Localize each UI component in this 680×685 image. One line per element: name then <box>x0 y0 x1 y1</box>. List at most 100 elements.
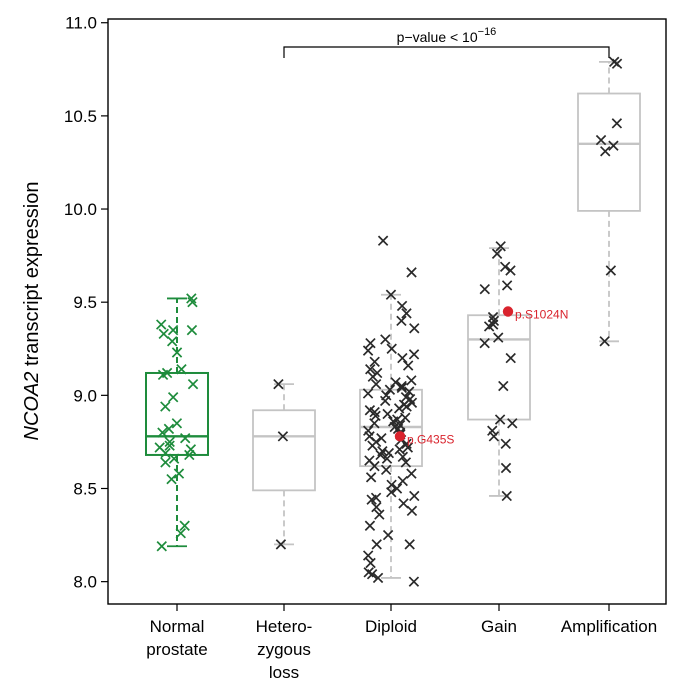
data-point <box>505 352 516 364</box>
x-tick-label: Gain <box>481 617 517 636</box>
box-iqr <box>467 314 531 421</box>
data-point <box>479 283 490 295</box>
data-point <box>157 427 168 438</box>
data-point <box>599 336 610 347</box>
data-point <box>160 401 171 412</box>
data-point <box>369 406 380 418</box>
data-point <box>367 440 378 451</box>
data-point <box>394 444 405 455</box>
data-point <box>397 475 408 487</box>
data-point <box>184 449 195 461</box>
x-tick-label-line: Diploid <box>365 617 417 636</box>
y-tick-label: 10.0 <box>64 200 97 219</box>
data-point <box>179 520 190 531</box>
x-tick-label: Amplification <box>561 617 657 636</box>
data-point <box>401 308 412 319</box>
x-axis: Normal prostate Hetero-zygous loss Diploid Ga… <box>146 604 657 682</box>
data-point <box>366 494 377 505</box>
data-point <box>595 134 607 146</box>
data-point <box>500 438 511 449</box>
data-point <box>600 146 611 157</box>
box-iqr <box>145 371 209 456</box>
data-point <box>277 431 289 442</box>
plot-frame <box>107 18 667 605</box>
data-point <box>611 58 623 69</box>
data-point <box>385 289 397 300</box>
data-point <box>371 501 382 513</box>
data-point <box>396 382 408 394</box>
x-tick-label: Diploid <box>365 617 417 636</box>
box-group: p.S1024N <box>467 241 568 502</box>
x-tick-label-line: Normal <box>150 617 205 636</box>
data-point <box>608 140 619 151</box>
data-point <box>381 453 393 464</box>
data-point <box>408 576 420 587</box>
data-point <box>398 498 409 509</box>
y-axis-label-gene: NCOA2 <box>21 372 43 441</box>
data-point <box>404 539 415 550</box>
data-point <box>479 337 490 349</box>
data-point <box>397 352 408 364</box>
data-point <box>365 472 377 483</box>
significance-text-exponent: −16 <box>478 26 497 38</box>
data-point <box>483 321 495 332</box>
y-axis-label-rest: transcript expression <box>21 182 43 372</box>
data-point <box>401 401 412 412</box>
data-point <box>493 332 504 343</box>
y-tick-label: 9.0 <box>73 386 97 405</box>
data-point <box>369 460 380 472</box>
x-tick-label: Normal prostate <box>146 617 207 659</box>
x-tick-label-line: prostate <box>146 640 207 659</box>
data-point <box>393 403 405 414</box>
mutation-label: p.S1024N <box>515 308 568 322</box>
x-tick-label-line: Amplification <box>561 617 657 636</box>
data-point <box>495 241 506 252</box>
data-point <box>400 457 412 468</box>
y-tick-label: 8.0 <box>73 573 97 592</box>
data-point <box>374 509 385 520</box>
data-point <box>409 323 420 334</box>
data-point <box>501 280 513 291</box>
data-point <box>171 418 183 429</box>
data-point <box>168 453 180 464</box>
data-point <box>365 364 376 375</box>
y-axis-label: NCOA2 transcript expression <box>21 182 43 441</box>
data-point <box>156 319 167 330</box>
data-point <box>386 487 397 498</box>
data-point <box>376 432 387 444</box>
data-point <box>163 423 175 435</box>
data-point <box>369 418 380 429</box>
data-point <box>501 490 512 502</box>
box-iqr <box>577 92 641 212</box>
data-point <box>273 378 284 390</box>
data-point <box>396 380 407 392</box>
data-point <box>367 371 379 382</box>
data-point <box>380 334 391 345</box>
data-point <box>187 296 198 308</box>
data-point <box>494 414 506 425</box>
data-point <box>160 457 171 468</box>
data-point <box>176 364 187 375</box>
data-point <box>365 557 376 569</box>
data-point <box>406 468 417 479</box>
data-point <box>365 337 376 349</box>
data-point <box>406 267 417 278</box>
x-tick-label-line: zygous <box>257 640 311 659</box>
x-tick-label-line: loss <box>269 663 299 682</box>
data-point <box>167 391 179 403</box>
box-group <box>252 378 316 550</box>
data-point <box>364 520 376 531</box>
significance-text-main: p−value < 10 <box>397 29 478 45</box>
data-point <box>186 293 197 304</box>
box-groups: p.G435S p.S1024N <box>145 56 641 587</box>
data-point <box>166 473 177 485</box>
box-group: p.G435S <box>359 235 454 587</box>
data-point <box>406 397 418 408</box>
y-tick-label: 10.5 <box>64 107 97 126</box>
significance-annotation: p−value < 10−16 <box>283 26 610 58</box>
data-point <box>382 408 393 420</box>
data-point <box>384 384 396 395</box>
y-tick-label: 11.0 <box>65 14 97 33</box>
data-point <box>160 447 171 459</box>
